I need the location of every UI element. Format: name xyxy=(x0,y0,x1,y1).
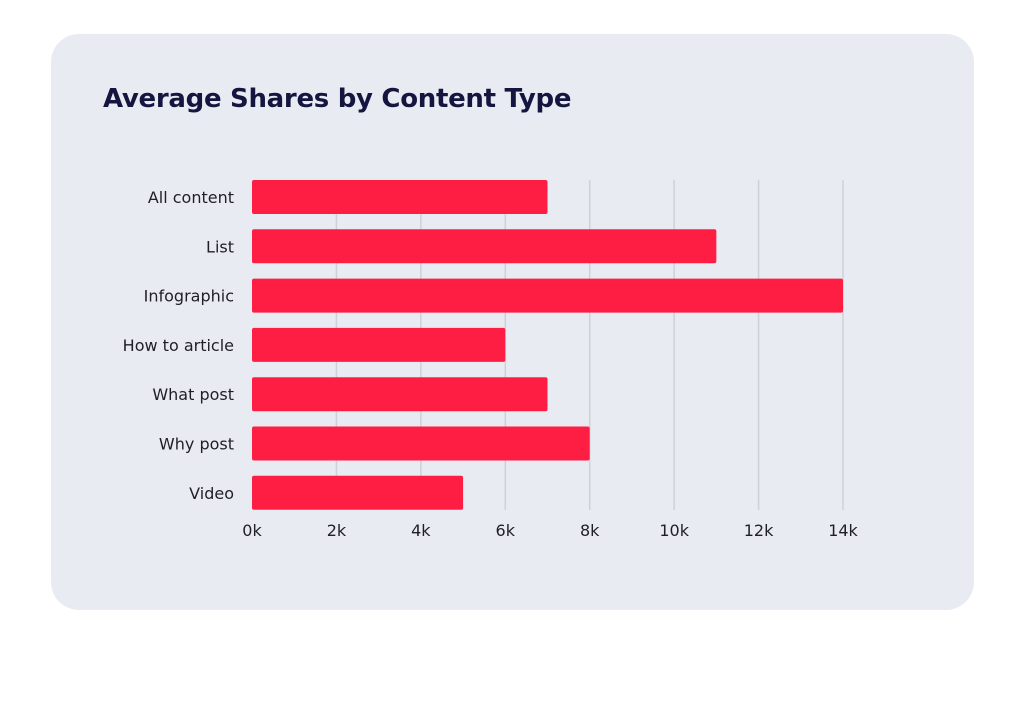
category-label: Video xyxy=(189,484,234,503)
x-tick-label: 8k xyxy=(580,521,600,540)
category-label: How to article xyxy=(123,336,234,355)
bar xyxy=(252,475,464,510)
x-tick-label: 0k xyxy=(242,521,262,540)
category-label: All content xyxy=(148,188,234,207)
bar xyxy=(252,229,717,264)
bar xyxy=(252,377,548,412)
chart-card: Average Shares by Content Type All conte… xyxy=(51,34,974,610)
bar-chart: All content List Infographic How to article… xyxy=(123,180,859,540)
x-tick-label: 2k xyxy=(327,521,347,540)
x-tick-label: 10k xyxy=(659,521,689,540)
bar-layer xyxy=(252,180,843,510)
bar xyxy=(252,426,590,461)
category-label: Infographic xyxy=(144,287,234,306)
x-tick-label: 12k xyxy=(744,521,774,540)
x-tick-label: 6k xyxy=(496,521,516,540)
category-labels: All content List Infographic How to article… xyxy=(123,188,234,503)
category-label: List xyxy=(206,237,234,256)
x-tick-label: 4k xyxy=(411,521,431,540)
x-tick-label: 14k xyxy=(828,521,858,540)
bar xyxy=(252,278,843,313)
bar xyxy=(252,180,548,214)
category-label: Why post xyxy=(159,435,234,454)
bar xyxy=(252,327,506,362)
chart-title: Average Shares by Content Type xyxy=(103,84,572,114)
category-label: What post xyxy=(152,385,234,404)
x-axis-ticks: 0k 2k 4k 6k 8k 10k 12k 14k xyxy=(242,521,858,540)
